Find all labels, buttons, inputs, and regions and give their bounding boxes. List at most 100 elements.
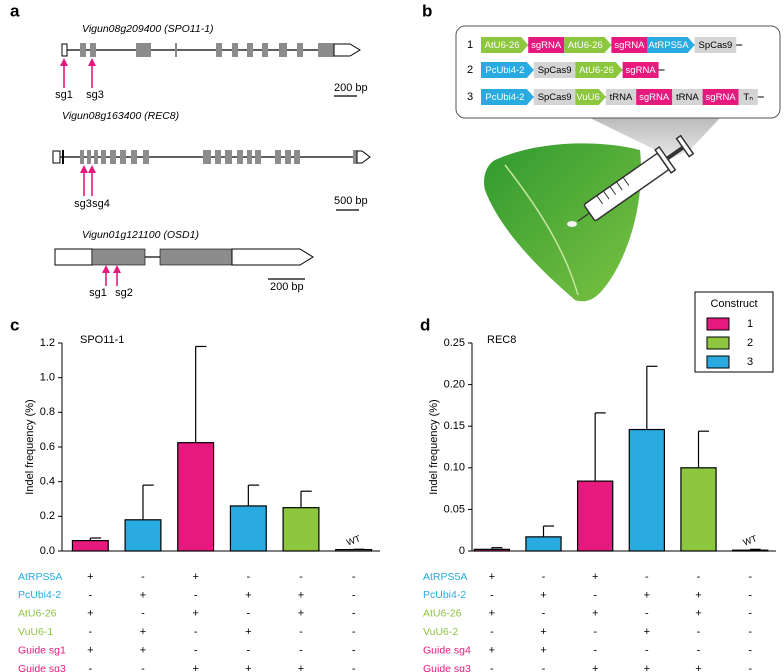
- condition-mark: -: [246, 571, 250, 583]
- condition-mark: +: [540, 589, 546, 601]
- legend-title: Construct: [710, 298, 757, 310]
- y-axis-label: Indel frequency (%): [24, 399, 36, 494]
- condition-mark: +: [140, 589, 146, 601]
- part-label: AtRPS5A: [648, 40, 689, 51]
- y-tick-label: 0.6: [40, 441, 55, 453]
- condition-mark: -: [645, 645, 649, 657]
- gene-model: Vigun08g209400 (SPO11-1) sg1 sg3 200 bp: [55, 23, 368, 101]
- condition-mark: +: [245, 589, 251, 601]
- part-label: PcUbi4-2: [485, 92, 524, 103]
- element: [605, 89, 637, 105]
- y-tick-label: 0.15: [444, 420, 465, 432]
- condition-mark: -: [352, 589, 356, 601]
- element: [738, 89, 758, 105]
- construct-number: 1: [467, 39, 473, 51]
- condition-mark: -: [299, 645, 303, 657]
- y-tick-label: 0.05: [444, 503, 465, 515]
- element: [672, 89, 703, 105]
- condition-mark: +: [87, 608, 93, 620]
- injection-spot: [567, 221, 577, 227]
- y-tick-label: 0.10: [444, 462, 465, 474]
- y-tick-label: 0.8: [40, 406, 55, 418]
- bar: [282, 507, 320, 552]
- legend-label: 1: [747, 318, 753, 330]
- y-tick-label: 0: [459, 545, 465, 557]
- gene-model: Vigun01g121100 (OSD1) sg1 sg2 200 bp: [54, 229, 314, 299]
- y-axis-label: Indel frequency (%): [428, 399, 440, 494]
- condition-label: VuU6-2: [423, 626, 458, 638]
- part-label: SpCas9: [538, 92, 572, 103]
- bar: [71, 539, 109, 552]
- bar: [680, 467, 717, 552]
- y-tick-label: 1.2: [40, 337, 55, 349]
- annotation: WT: [742, 533, 759, 547]
- condition-label: VuU6-1: [18, 626, 53, 638]
- element: [622, 62, 659, 78]
- condition-mark: -: [645, 571, 649, 583]
- guide-label: sg3: [86, 89, 104, 101]
- condition-mark: -: [697, 645, 701, 657]
- part-label: SpCas9: [698, 40, 732, 51]
- condition-mark: -: [194, 645, 198, 657]
- legend-swatch: [706, 317, 730, 331]
- condition-mark: -: [299, 626, 303, 638]
- part-label: Tₙ: [743, 92, 753, 103]
- part-label: sgRNA: [614, 40, 645, 51]
- bar: [731, 549, 769, 552]
- guide-label: sg2: [115, 287, 133, 299]
- syringe: [577, 134, 695, 222]
- guide-label: sg3: [74, 198, 92, 210]
- condition-mark: -: [748, 571, 752, 583]
- condition-mark: -: [246, 645, 250, 657]
- gene-name: Vigun01g121100 (OSD1): [82, 229, 199, 241]
- condition-mark: +: [87, 571, 93, 583]
- condition-mark: -: [141, 608, 145, 620]
- part-label: sgRNA: [626, 65, 657, 76]
- condition-mark: +: [87, 645, 93, 657]
- condition-mark: -: [593, 626, 597, 638]
- condition-mark: +: [245, 663, 251, 672]
- y-tick-label: 1.0: [40, 372, 55, 384]
- part-label: PcUbi4-2: [485, 65, 524, 76]
- part-label: tRNA: [610, 92, 633, 103]
- bar: [628, 428, 665, 552]
- y-tick-label: 0.0: [40, 545, 55, 557]
- condition-mark: -: [748, 663, 752, 672]
- condition-mark: -: [352, 571, 356, 583]
- bar: [335, 549, 373, 552]
- condition-mark: -: [697, 571, 701, 583]
- condition-mark: -: [352, 663, 356, 672]
- condition-mark: -: [593, 645, 597, 657]
- leaf-vein: [504, 164, 579, 296]
- promoter: [575, 89, 606, 105]
- condition-mark: +: [644, 626, 650, 638]
- condition-mark: -: [490, 626, 494, 638]
- condition-mark: +: [592, 571, 598, 583]
- y-tick-label: 0.25: [444, 337, 465, 349]
- condition-mark: +: [192, 663, 198, 672]
- condition-mark: -: [299, 571, 303, 583]
- condition-mark: -: [194, 626, 198, 638]
- bar: [473, 548, 510, 552]
- condition-mark: +: [298, 608, 304, 620]
- bar: [229, 505, 267, 552]
- condition-mark: +: [540, 626, 546, 638]
- y-tick-label: 0.2: [40, 510, 55, 522]
- scale-label: 200 bp: [270, 281, 304, 293]
- annotation: WT: [345, 533, 362, 547]
- condition-mark: +: [298, 663, 304, 672]
- condition-label: Guide sg1: [18, 644, 66, 656]
- element: [533, 89, 576, 105]
- part-label: sgRNA: [639, 92, 670, 103]
- panel-label: a: [10, 1, 20, 20]
- promoter: [647, 37, 695, 53]
- construct-number: 3: [467, 91, 473, 103]
- element: [702, 89, 739, 105]
- promoter: [564, 37, 612, 53]
- condition-mark: -: [490, 663, 494, 672]
- condition-mark: -: [697, 626, 701, 638]
- condition-mark: +: [695, 589, 701, 601]
- condition-label: Guide sg3: [423, 663, 471, 672]
- element: [611, 37, 648, 53]
- condition-mark: +: [192, 608, 198, 620]
